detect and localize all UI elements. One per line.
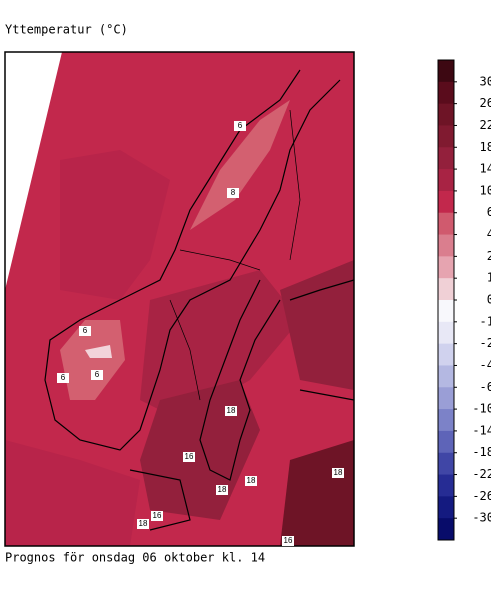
field-region xyxy=(280,440,354,546)
colorbar-label: 14 xyxy=(480,162,491,176)
color-cell xyxy=(438,234,454,257)
colorbar-label: 4 xyxy=(487,227,491,241)
label-box xyxy=(332,468,344,478)
forecast-caption: Prognos för onsdag 06 oktober kl. 14 xyxy=(5,551,265,565)
map xyxy=(4,51,355,547)
colorbar-label: 1 xyxy=(487,271,491,285)
map-labels: 6 8 6 6 6 18 16 18 18 18 16 18 16 xyxy=(57,121,344,546)
label-box xyxy=(79,326,91,336)
field-region xyxy=(60,150,170,300)
color-cell xyxy=(438,518,454,541)
colorbar-label: -22 xyxy=(472,467,491,481)
label-box xyxy=(151,511,163,521)
coastline xyxy=(129,279,355,531)
colorbar-label: 2 xyxy=(487,249,491,263)
color-cell xyxy=(438,278,454,301)
color-cell xyxy=(438,81,454,105)
colorbar-label: 0 xyxy=(487,293,491,307)
temperature-label: 16 xyxy=(153,511,162,520)
color-cell xyxy=(438,321,454,345)
color-cell xyxy=(438,256,454,279)
temperature-label: 16 xyxy=(284,536,293,545)
color-cell xyxy=(438,125,454,148)
coastline xyxy=(44,69,341,451)
no-data-area xyxy=(5,52,62,290)
color-cell xyxy=(438,103,454,126)
temperature-label: 6 xyxy=(61,373,66,382)
field-region xyxy=(280,260,354,390)
colorbar-label: -2 xyxy=(480,336,491,350)
label-box xyxy=(57,373,69,383)
temperature-label: 6 xyxy=(95,370,100,379)
colorbar-label: -4 xyxy=(480,358,491,372)
color-cell xyxy=(438,60,454,83)
label-box xyxy=(282,536,294,546)
color-cell xyxy=(438,496,454,519)
temperature-label: 6 xyxy=(238,121,243,130)
label-box xyxy=(234,121,246,131)
mountain-region xyxy=(190,100,290,230)
temperature-label: 18 xyxy=(247,476,256,485)
color-cell xyxy=(438,387,454,410)
colorbar-label: 10 xyxy=(480,183,491,197)
colorbar-label: -30 xyxy=(472,511,491,525)
coastline xyxy=(199,279,281,481)
label-box xyxy=(91,370,103,380)
label-box xyxy=(183,452,195,462)
colorbar: 30262218141064210-1-2-4-6-10-14-18-22-26… xyxy=(437,59,491,541)
temperature-label: 18 xyxy=(227,406,236,415)
colorbar-label: 30 xyxy=(480,74,491,88)
colorbar-label: -26 xyxy=(472,489,491,503)
temperature-label: 18 xyxy=(218,485,227,494)
color-cell xyxy=(438,365,454,388)
color-cell xyxy=(438,430,454,454)
color-cell xyxy=(438,212,454,236)
label-box xyxy=(216,485,228,495)
map-frame xyxy=(4,51,355,547)
colorbar-label: -14 xyxy=(472,423,491,437)
color-cell xyxy=(438,190,454,214)
colorbar-label: -1 xyxy=(480,314,491,328)
label-box xyxy=(227,188,239,198)
color-cell xyxy=(438,343,454,366)
field-region xyxy=(140,270,300,420)
color-cell xyxy=(438,452,454,476)
color-cell xyxy=(438,147,454,170)
color-cell xyxy=(438,169,454,192)
mountain-region xyxy=(85,345,112,358)
map-title: Yttemperatur (°C) xyxy=(5,23,128,37)
label-box xyxy=(245,476,257,486)
temperature-label: 6 xyxy=(83,326,88,335)
label-box xyxy=(225,406,237,416)
colorbar-label: 26 xyxy=(480,96,491,110)
temperature-label: 8 xyxy=(231,188,236,197)
colorbar-label: 22 xyxy=(480,118,491,132)
color-cell xyxy=(438,409,454,432)
temperature-label: 18 xyxy=(334,468,343,477)
label-box xyxy=(137,519,149,529)
temperature-label: 18 xyxy=(139,519,148,528)
border xyxy=(169,109,301,401)
colorbar-label: 18 xyxy=(480,140,491,154)
colorbar-label: -6 xyxy=(480,380,491,394)
color-cell xyxy=(438,474,454,497)
colorbar-label: 6 xyxy=(487,205,491,219)
colorbar-label: -10 xyxy=(472,402,491,416)
field-region xyxy=(5,440,140,546)
colorbar-label: -18 xyxy=(472,445,491,459)
mountain-region xyxy=(60,320,125,400)
color-cell xyxy=(438,300,454,323)
temperature-label: 16 xyxy=(185,452,194,461)
